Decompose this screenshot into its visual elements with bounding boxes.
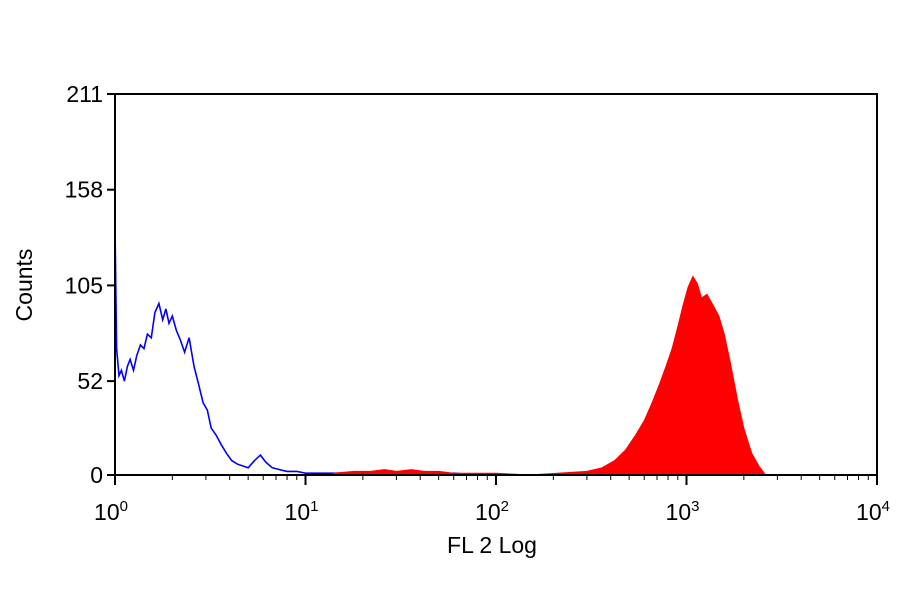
x-tick-exponent: 0	[120, 498, 128, 515]
y-tick-label: 105	[65, 272, 103, 298]
plot-frame	[114, 93, 878, 476]
series-layer	[114, 225, 767, 476]
y-axis-title: Counts	[11, 249, 37, 322]
x-tick-exponent: 4	[882, 498, 890, 515]
y-tick-label: 158	[65, 177, 103, 203]
series-1-area	[332, 275, 767, 476]
y-tick-label: 0	[90, 462, 103, 488]
x-axis: 100 101 102 103 104	[94, 475, 890, 525]
x-tick-label: 102	[475, 498, 509, 525]
x-tick-exponent: 1	[310, 498, 318, 515]
x-axis-title: FL 2 Log	[447, 532, 537, 558]
x-tick-label: 104	[856, 498, 890, 525]
x-tick-label: 103	[666, 498, 700, 525]
x-tick-label: 100	[94, 498, 128, 525]
x-tick-exponent: 3	[691, 498, 699, 515]
y-tick-label: 211	[66, 81, 103, 107]
y-axis: 0 52 105 158 211	[65, 81, 115, 488]
x-tick-exponent: 2	[501, 498, 509, 515]
y-tick-label: 52	[77, 368, 103, 394]
x-tick-label: 101	[285, 498, 319, 525]
series-0-line	[114, 225, 478, 476]
